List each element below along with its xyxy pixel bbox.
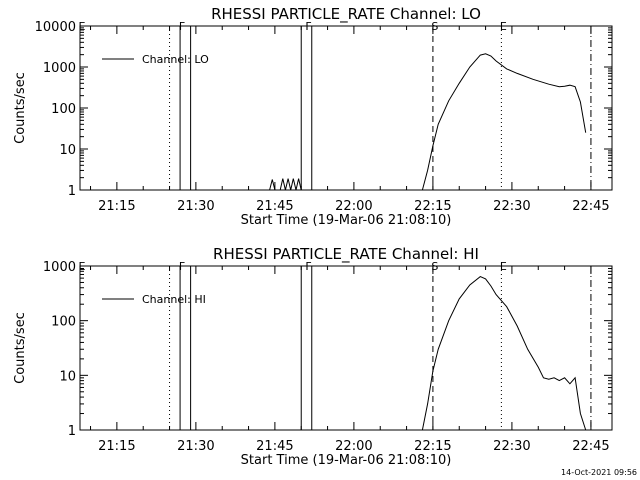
chart-0-x-tick-label: 21:30 (177, 199, 214, 214)
chart-1-series-line-0 (421, 276, 587, 431)
chart-1-title: RHESSI PARTICLE_RATE Channel: HI (213, 245, 479, 264)
chart-1-y-tick-label: 1 (68, 424, 76, 439)
chart-1-y-tick-label: 10 (59, 369, 76, 384)
chart-1-y-tick-label: 100 (51, 315, 76, 330)
chart-0-title: RHESSI PARTICLE_RATE Channel: LO (211, 5, 481, 24)
chart-1-marker-label: F (305, 260, 311, 273)
chart-0-y-axis-label: Counts/sec (13, 72, 28, 144)
chart-0-x-axis-label: Start Time (19-Mar-06 21:08:10) (241, 213, 452, 228)
chart-0-y-tick-label: 100 (51, 102, 76, 117)
chart-1-x-tick-label: 22:15 (414, 439, 451, 454)
chart-1-marker-label: E (79, 260, 86, 273)
footer-date: 14-Oct-2021 09:56 (561, 468, 637, 477)
chart-0-x-tick-label: 22:15 (414, 199, 451, 214)
chart-1-x-tick-label: 21:30 (177, 439, 214, 454)
chart-0-y-tick-label: 1 (68, 184, 76, 199)
chart-1-x-tick-label: 22:45 (572, 439, 609, 454)
chart-0-x-tick-label: 21:15 (98, 199, 135, 214)
chart-1-y-tick-label: 1000 (43, 260, 76, 275)
chart-1-legend-entry: Channel: HI (142, 293, 206, 306)
chart-1-plot-frame (79, 265, 613, 431)
chart-0-series-line-0 (269, 53, 587, 191)
chart-0-marker-label: F (305, 20, 311, 33)
chart-1-x-tick-label: 21:15 (98, 439, 135, 454)
chart-0-marker-label: S (431, 20, 438, 33)
chart-1-y-axis-label: Counts/sec (13, 312, 28, 384)
chart-0-plot-frame (79, 25, 613, 191)
chart-0-x-tick-label: 22:00 (335, 199, 372, 214)
chart-1-x-axis-label: Start Time (19-Mar-06 21:08:10) (241, 453, 452, 468)
chart-0-y-tick-label: 1000 (43, 61, 76, 76)
chart-1-x-tick-label: 22:00 (335, 439, 372, 454)
chart-0-marker-label: F (179, 20, 185, 33)
panel-hi: RHESSI PARTICLE_RATE Channel: HI 1 10 100 10… (13, 245, 613, 468)
chart-0-marker-label: E (500, 20, 507, 33)
chart-0-y-tick-label: 10000 (35, 20, 76, 35)
chart-0-legend-entry: Channel: LO (142, 53, 209, 66)
chart-0-y-tick-label: 10 (59, 143, 76, 158)
chart-0-x-tick-label: 22:30 (493, 199, 530, 214)
chart-1-marker-label: S (431, 260, 438, 273)
chart-1-x-tick-label: 22:30 (493, 439, 530, 454)
chart-1-marker-label: E (500, 260, 507, 273)
chart-0-x-tick-label: 22:45 (572, 199, 609, 214)
chart-0-x-tick-label: 21:45 (256, 199, 293, 214)
panel-lo: RHESSI PARTICLE_RATE Channel: LO 1 10 100 10… (13, 5, 613, 228)
chart-0-marker-label: E (79, 20, 86, 33)
chart-1-x-tick-label: 21:45 (256, 439, 293, 454)
chart-1-marker-label: F (179, 260, 185, 273)
